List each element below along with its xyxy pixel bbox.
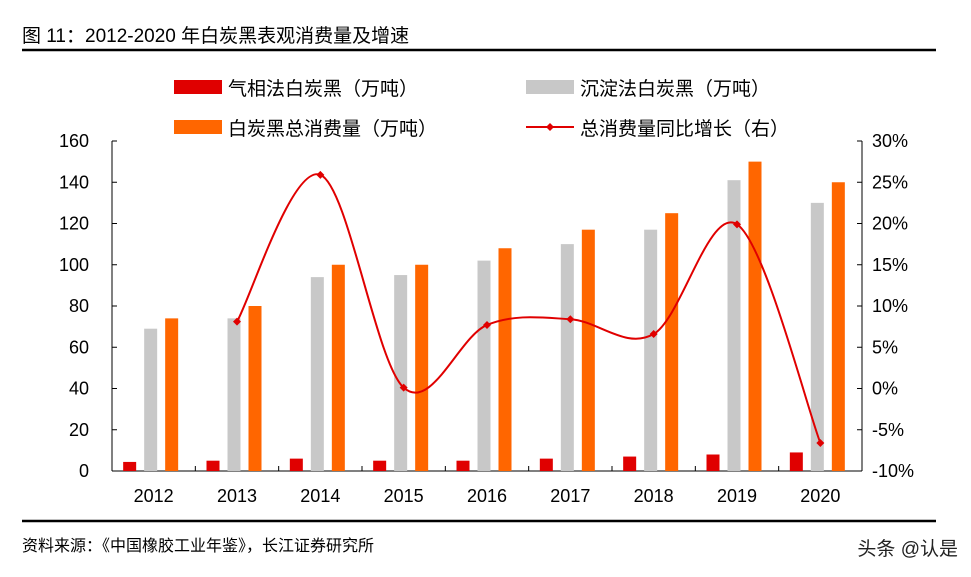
growth-point (316, 170, 325, 179)
x-tick-label: 2018 (634, 486, 674, 506)
x-tick-label: 2016 (467, 486, 507, 506)
bar-2-2014 (331, 264, 345, 471)
y-tick-label: 140 (59, 172, 89, 192)
axes: 0 20 40 60 80 100 120 140 160 -10% -5% 0% 5% 10% 15% 20… (59, 131, 914, 506)
y-tick-label: 120 (59, 214, 89, 234)
bar-1-2019 (727, 180, 741, 471)
bar-1-2020 (810, 202, 824, 471)
bar-1-2014 (310, 277, 324, 471)
bar-1-2017 (560, 244, 574, 471)
y2-tick-label: 5% (872, 337, 898, 357)
bar-0-2015 (373, 460, 387, 471)
watermark: 头条 @认是 (857, 538, 958, 560)
growth-point (816, 438, 825, 447)
x-tick-label: 2014 (300, 486, 340, 506)
bar-0-2014 (289, 458, 303, 471)
legend-swatch (526, 80, 574, 94)
y-tick-label: 60 (69, 337, 89, 357)
bar-2-2012 (165, 318, 179, 471)
y2-tick-label: 30% (872, 131, 908, 151)
legend-label: 气相法白炭黑（万吨） (228, 78, 418, 100)
growth-point (566, 315, 575, 324)
growth-point (483, 320, 491, 329)
legend: 气相法白炭黑（万吨） 沉淀法白炭黑（万吨） 白炭黑总消费量（万吨） 总消费量同比增长（… (174, 78, 789, 140)
growth-point (399, 383, 408, 392)
x-tick-label: 2015 (384, 486, 424, 506)
growth-point (233, 317, 241, 326)
bar-2-2018 (665, 213, 679, 471)
x-tick-label: 2019 (717, 486, 757, 506)
y-tick-label: 80 (69, 296, 89, 316)
legend-marker (546, 123, 554, 131)
bar-0-2017 (539, 458, 553, 471)
bar-1-2015 (394, 275, 408, 471)
y-tick-label: 40 (69, 379, 89, 399)
y-tick-label: 20 (69, 420, 89, 440)
legend-swatch (174, 80, 222, 94)
bar-1-2018 (644, 229, 658, 471)
chart-title: 图 11：2012-2020 年白炭黑表观消费量及增速 (22, 25, 409, 47)
legend-label: 沉淀法白炭黑（万吨） (580, 78, 770, 100)
x-tick-label: 2017 (550, 486, 590, 506)
bar-1-2016 (477, 260, 491, 471)
bar-2-2020 (831, 182, 845, 471)
bar-2-2017 (581, 229, 595, 471)
y2-tick-label: 10% (872, 296, 908, 316)
legend-label: 总消费量同比增长（右） (580, 118, 789, 140)
bars (123, 161, 845, 471)
bar-0-2020 (789, 452, 803, 471)
x-tick-label: 2020 (800, 486, 840, 506)
bar-0-2018 (623, 456, 637, 471)
bar-2-2013 (248, 306, 262, 471)
growth-point (733, 220, 741, 229)
bar-0-2013 (206, 460, 220, 471)
bar-1-2013 (227, 318, 241, 471)
growth-point (649, 330, 658, 339)
y2-tick-label: 15% (872, 255, 908, 275)
bar-0-2012 (123, 461, 137, 471)
growth-line (233, 170, 825, 447)
bar-2-2016 (498, 248, 512, 471)
y-tick-label: 160 (59, 131, 89, 151)
source-note: 资料来源：《中国橡胶工业年鉴》，长江证券研究所 (22, 537, 374, 555)
bar-2-2015 (415, 264, 429, 471)
bar-1-2012 (144, 328, 158, 471)
y2-tick-label: 20% (872, 214, 908, 234)
bar-0-2016 (456, 460, 470, 471)
x-tick-label: 2012 (134, 486, 174, 506)
legend-label: 白炭黑总消费量（万吨） (228, 118, 437, 140)
bar-0-2019 (706, 454, 720, 471)
x-tick-label: 2013 (217, 486, 257, 506)
y2-tick-label: 25% (872, 172, 908, 192)
y-tick-label: 0 (79, 461, 89, 481)
y2-tick-label: 0% (872, 379, 898, 399)
y2-tick-label: -10% (872, 461, 914, 481)
legend-swatch (174, 120, 222, 134)
y-tick-label: 100 (59, 255, 89, 275)
y2-tick-label: -5% (872, 420, 904, 440)
bar-2-2019 (748, 161, 762, 471)
